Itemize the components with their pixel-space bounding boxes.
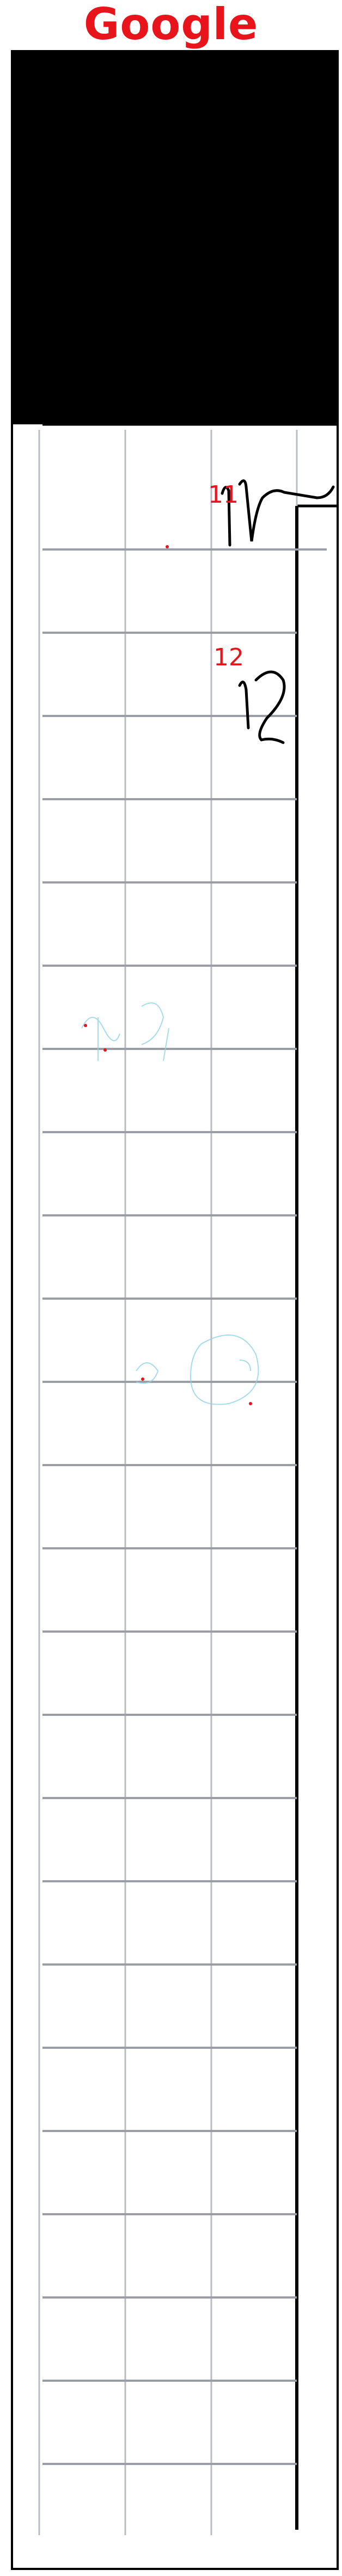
google-logo: Google: [83, 0, 259, 50]
mark-label-12: 12: [213, 644, 244, 671]
mark-label-11: 11: [208, 481, 239, 509]
document-frame: [11, 50, 339, 2570]
handwriting-mark-12: [238, 670, 286, 744]
redacted-panel: [13, 52, 337, 424]
handwriting-mark-11: [221, 479, 335, 547]
